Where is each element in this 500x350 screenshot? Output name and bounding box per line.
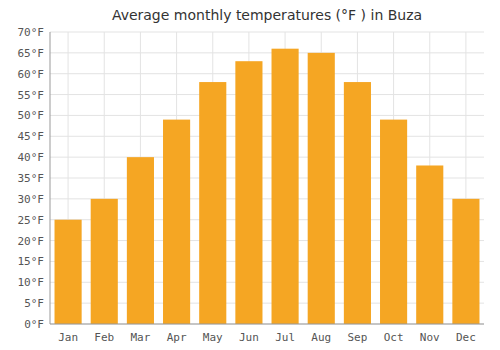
y-tick-label: 50°F [18,109,45,122]
x-tick-label: Mar [130,331,150,344]
axes: 0°F 5°F 10°F 15°F 20°F 25°F 30°F 35°F 40°F 45°F 50… [18,26,476,344]
y-tick-label: 20°F [18,235,45,248]
y-tick-label: 0°F [24,318,44,331]
y-tick-label: 65°F [18,47,45,60]
y-tick-label: 45°F [18,130,45,143]
y-grid-line [50,324,484,325]
x-tick-label: Apr [167,331,187,344]
y-grid-line [50,32,484,33]
y-grid-line [50,115,484,116]
y-tick-label: 60°F [18,68,45,81]
y-grid-line [50,157,484,158]
grid [50,32,484,324]
bar [416,165,443,324]
y-tick-label: 55°F [18,89,45,102]
bar [452,199,479,324]
y-tick-label: 30°F [18,193,45,206]
chart-svg: Average monthly temperatures (°F ) in Bu… [0,0,500,350]
bar [163,120,190,324]
bar [235,61,262,324]
bars [55,49,480,324]
x-tick-label: May [203,331,223,344]
bar [55,220,82,324]
x-tick-label: Jan [58,331,78,344]
x-tick-label: Oct [384,331,404,344]
y-tick-label: 5°F [24,297,44,310]
x-tick-label: Jul [275,331,295,344]
bar [272,49,299,324]
x-tick-label: Feb [94,331,114,344]
y-tick-label: 40°F [18,151,45,164]
chart-container: Average monthly temperatures (°F ) in Bu… [0,0,500,350]
y-grid-line [50,136,484,137]
y-tick-label: 35°F [18,172,45,185]
x-tick-label: Sep [347,331,367,344]
y-tick-label: 15°F [18,255,45,268]
x-tick-label: Nov [420,331,440,344]
y-tick-label: 25°F [18,214,45,227]
y-grid-line [50,52,484,53]
y-tick-label: 10°F [18,276,45,289]
bar [199,82,226,324]
y-axis-line [50,32,51,324]
bar [344,82,371,324]
bar [127,157,154,324]
x-tick-label: Jun [239,331,259,344]
y-grid-line [50,73,484,74]
x-axis-line [50,324,484,325]
bar [91,199,118,324]
bar [308,53,335,324]
x-tick-label: Aug [311,331,331,344]
x-tick-label: Dec [456,331,476,344]
bar [380,120,407,324]
y-grid-line [50,94,484,95]
y-tick-label: 70°F [18,26,45,39]
chart-title: Average monthly temperatures (°F ) in Bu… [112,7,422,23]
